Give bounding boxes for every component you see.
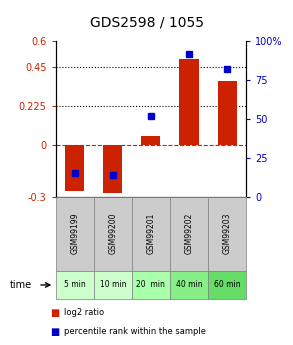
Text: 10 min: 10 min bbox=[100, 280, 126, 289]
Bar bbox=[217, 81, 236, 145]
Text: 20  min: 20 min bbox=[137, 280, 165, 289]
Text: percentile rank within the sample: percentile rank within the sample bbox=[64, 327, 207, 336]
Bar bbox=[179, 59, 198, 145]
Text: log2 ratio: log2 ratio bbox=[64, 308, 105, 317]
Text: ■: ■ bbox=[50, 308, 59, 318]
Text: ■: ■ bbox=[50, 327, 59, 337]
Bar bbox=[142, 136, 161, 145]
Bar bbox=[65, 145, 84, 191]
Text: 60 min: 60 min bbox=[214, 280, 240, 289]
Text: GSM99202: GSM99202 bbox=[185, 213, 193, 254]
Text: 5 min: 5 min bbox=[64, 280, 86, 289]
Text: time: time bbox=[10, 280, 33, 290]
Text: GSM99199: GSM99199 bbox=[70, 213, 79, 255]
Bar bbox=[103, 145, 122, 193]
Text: GSM99203: GSM99203 bbox=[223, 213, 231, 255]
Text: GSM99200: GSM99200 bbox=[108, 213, 117, 255]
Text: GSM99201: GSM99201 bbox=[146, 213, 155, 254]
Text: GDS2598 / 1055: GDS2598 / 1055 bbox=[89, 16, 204, 29]
Text: 40 min: 40 min bbox=[176, 280, 202, 289]
